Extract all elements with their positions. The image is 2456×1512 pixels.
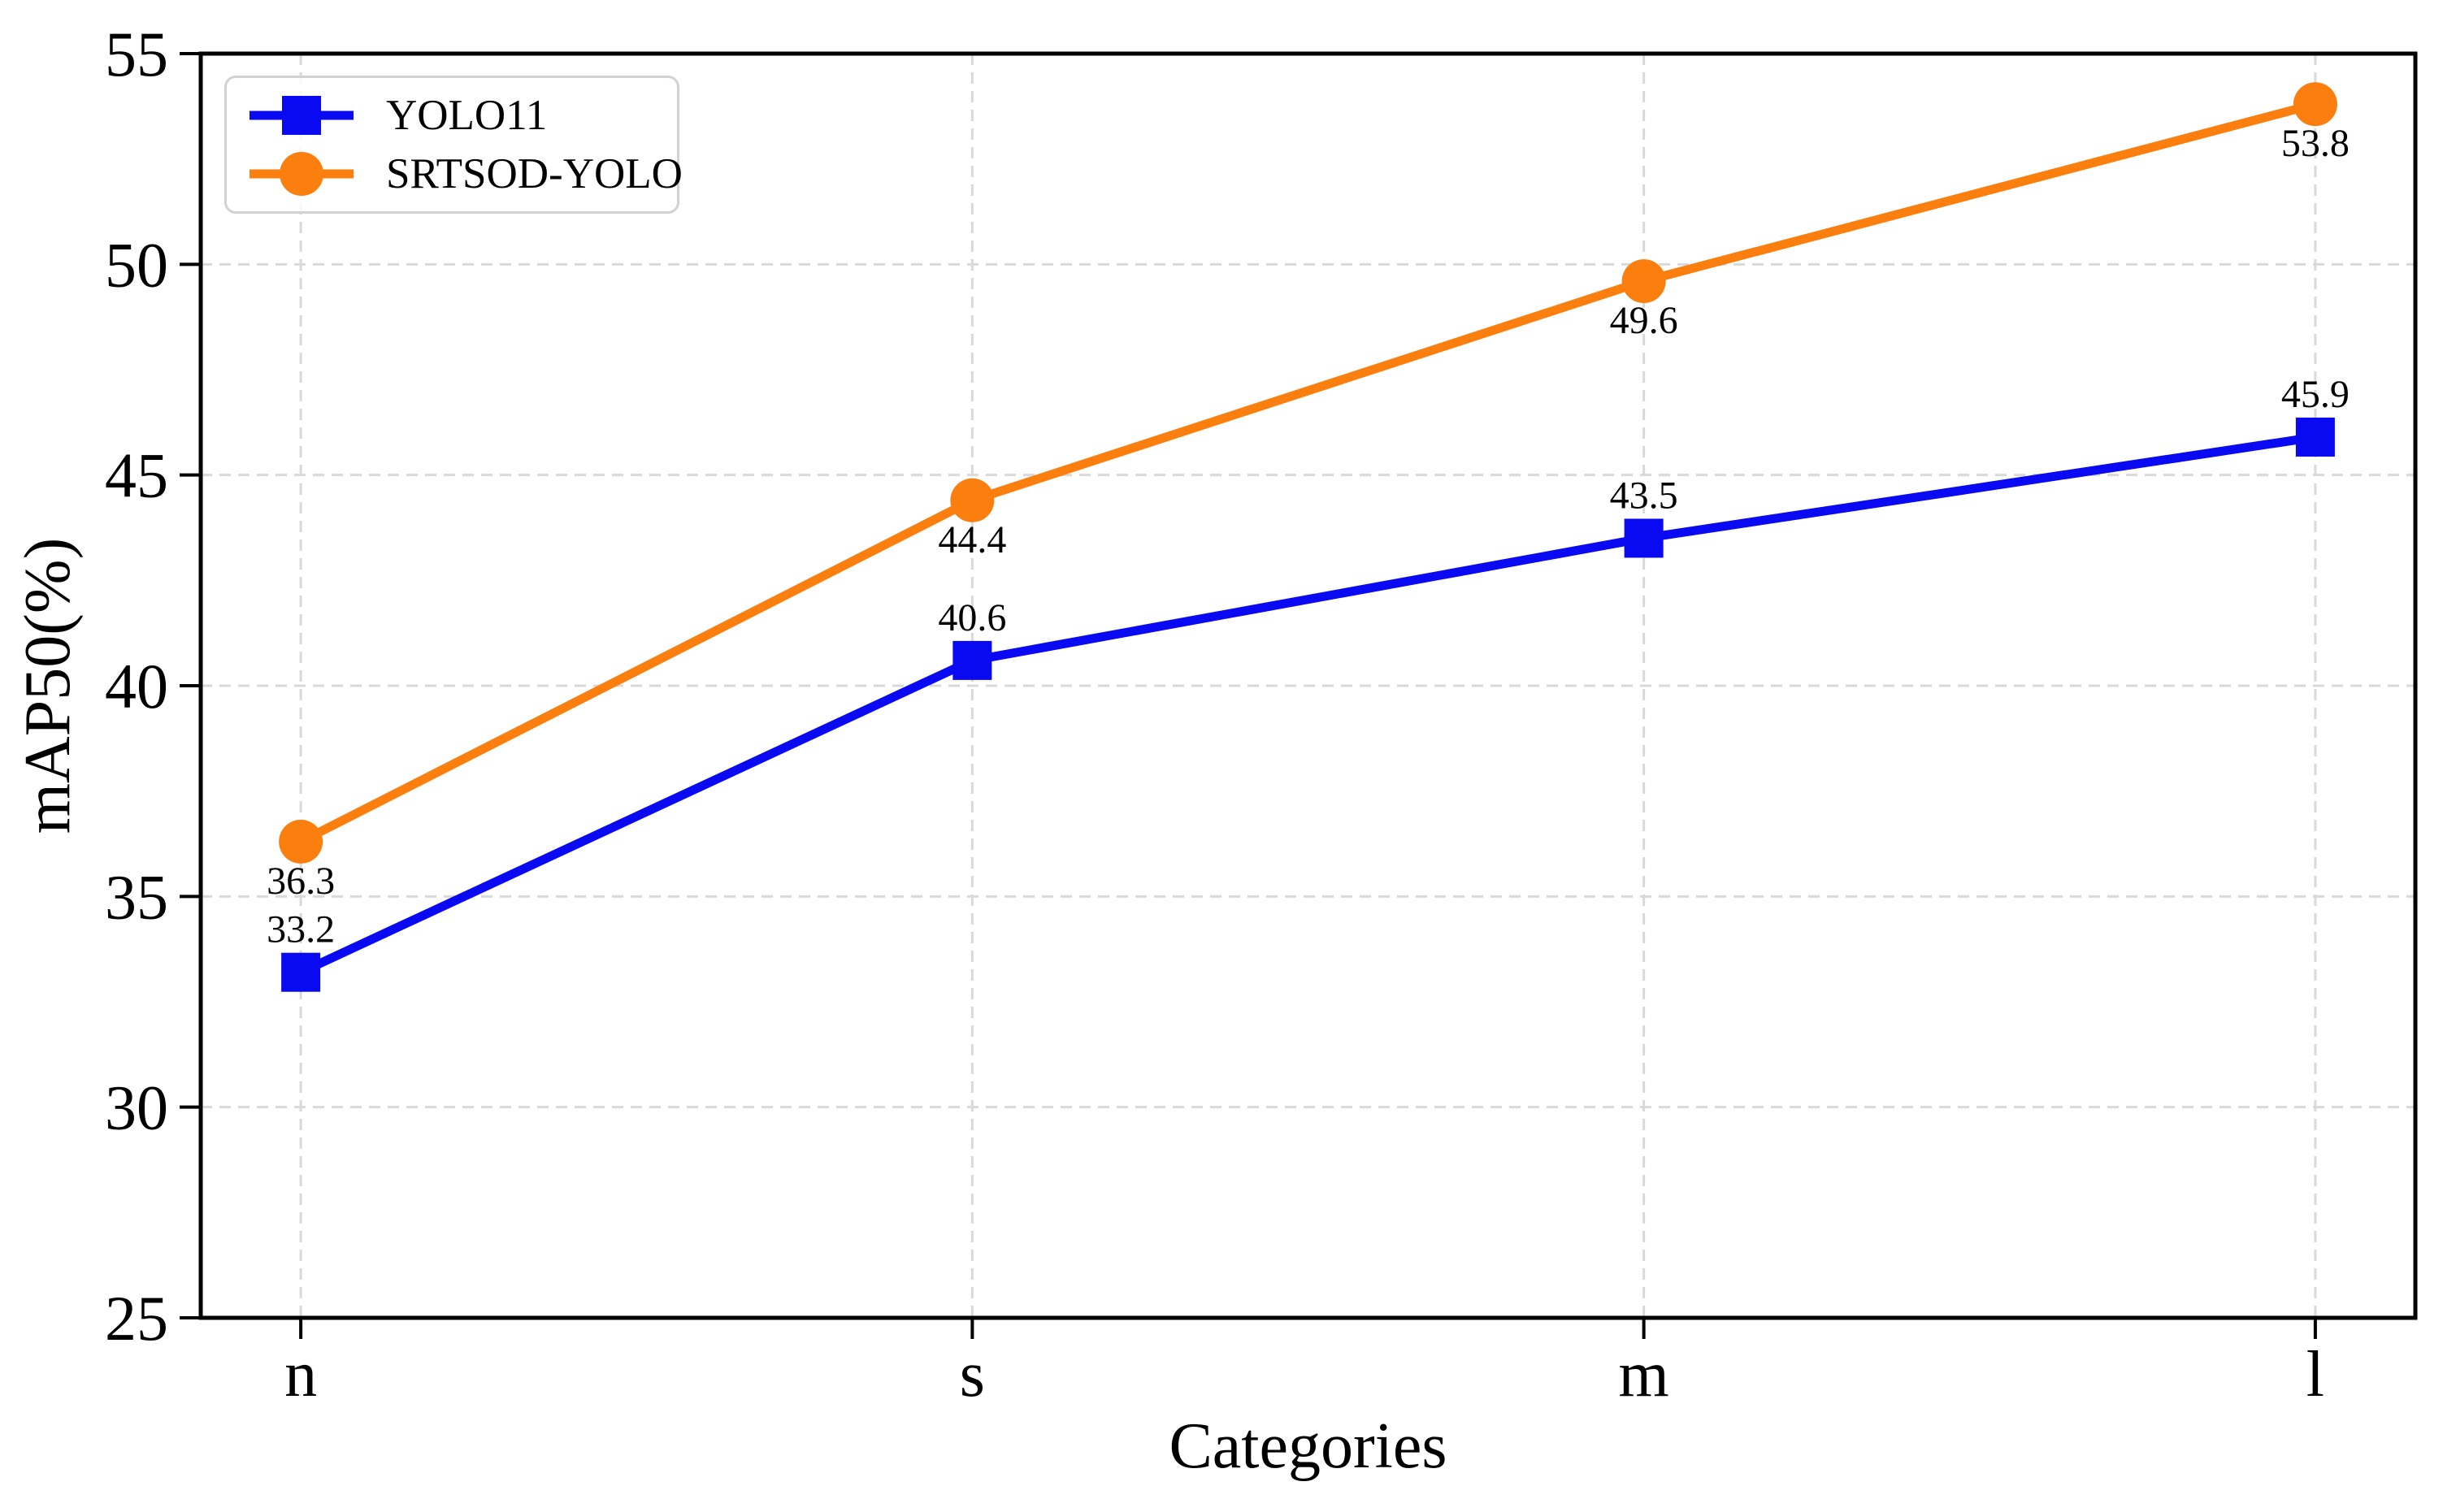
value-label: 49.6 <box>1610 299 1678 342</box>
orange-circle-marker-icon <box>250 152 354 196</box>
y-tick-label: 40 <box>105 651 168 721</box>
value-label: 40.6 <box>938 596 1006 639</box>
y-tick-label: 25 <box>105 1283 168 1354</box>
value-label: 53.8 <box>2281 122 2350 165</box>
data-point-marker <box>279 819 323 864</box>
value-label: 33.2 <box>267 908 335 951</box>
data-point-marker <box>952 640 992 680</box>
value-label: 43.5 <box>1610 474 1678 517</box>
value-label: 44.4 <box>938 518 1006 561</box>
value-label: 45.9 <box>2281 373 2350 416</box>
blue-square-marker-icon <box>250 96 354 135</box>
y-tick-label: 35 <box>105 861 168 932</box>
data-point-marker <box>1624 518 1664 558</box>
legend-label-yolo11: YOLO11 <box>386 91 548 139</box>
y-tick-label: 30 <box>105 1072 168 1143</box>
x-tick-label: l <box>2306 1339 2324 1410</box>
legend-item-srtsod-yolo: SRTSOD-YOLO <box>248 149 683 198</box>
y-tick-label: 45 <box>105 440 168 511</box>
data-point-marker <box>2293 82 2337 127</box>
data-point-marker <box>950 478 995 522</box>
legend-label-srtsod-yolo: SRTSOD-YOLO <box>386 149 683 197</box>
data-point-marker <box>1621 259 1666 304</box>
legend: YOLO11 SRTSOD-YOLO <box>224 76 683 214</box>
x-tick-label: s <box>960 1339 985 1410</box>
series-line-yolo11 <box>298 432 2316 977</box>
y-tick-label: 55 <box>105 19 168 89</box>
data-point-marker <box>281 952 321 992</box>
x-axis-title: Categories <box>1169 1410 1447 1482</box>
y-axis-title: mAP50(%) <box>12 538 84 834</box>
series-line-srtsod-yolo <box>298 99 2317 846</box>
x-tick-label: m <box>1619 1339 1669 1410</box>
y-tick-label: 50 <box>105 229 168 300</box>
data-point-marker <box>2295 417 2335 457</box>
value-label: 36.3 <box>267 860 335 903</box>
legend-item-yolo11: YOLO11 <box>248 91 677 140</box>
x-tick-label: n <box>284 1339 317 1410</box>
